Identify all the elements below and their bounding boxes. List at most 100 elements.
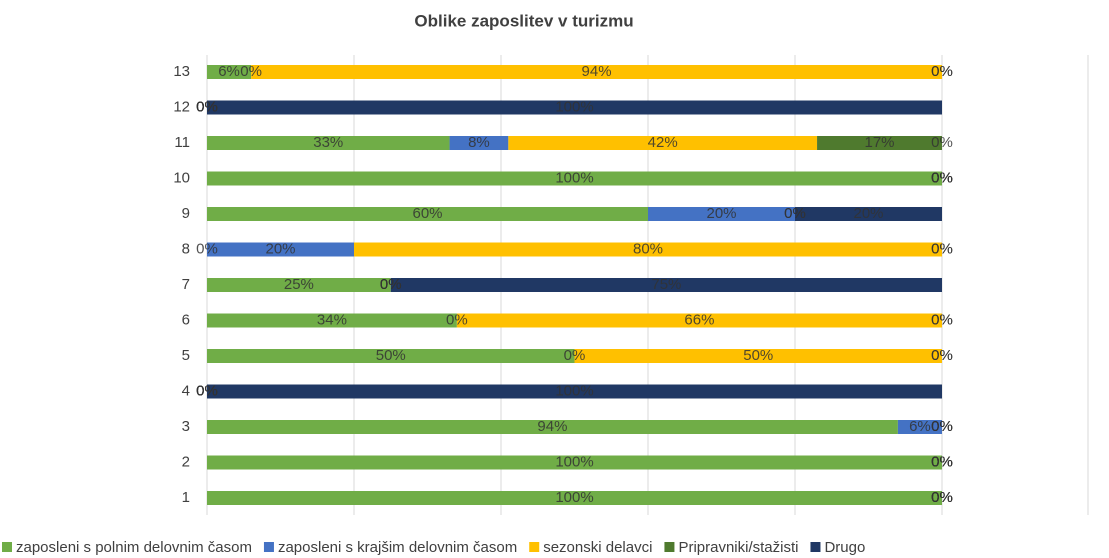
chart-title: Oblike zaposlitev v turizmu bbox=[414, 11, 633, 30]
data-label: 0% bbox=[931, 63, 953, 80]
data-label: 6% bbox=[218, 63, 240, 80]
data-label: 100% bbox=[555, 98, 593, 115]
data-label: 0% bbox=[196, 98, 218, 115]
bar-segment bbox=[456, 313, 942, 328]
data-label: 0% bbox=[196, 382, 218, 399]
legend-label: zaposleni s krajšim delovnim časom bbox=[278, 539, 517, 556]
data-label: 33% bbox=[313, 134, 343, 151]
bar-segment bbox=[207, 420, 898, 434]
legend-label: Pripravniki/stažisti bbox=[678, 539, 798, 556]
data-label: 100% bbox=[555, 489, 593, 506]
y-tick-label: 6 bbox=[182, 311, 190, 328]
data-label: 94% bbox=[582, 63, 612, 80]
bar-segment bbox=[508, 136, 818, 150]
data-label: 0% bbox=[196, 98, 218, 115]
bar-segment bbox=[817, 136, 942, 150]
data-label: 0% bbox=[931, 240, 953, 257]
data-label: 0% bbox=[196, 98, 218, 115]
bar-segment bbox=[354, 242, 942, 257]
legend-label: zaposleni s polnim delovnim časom bbox=[16, 539, 252, 556]
y-tick-label: 11 bbox=[174, 134, 190, 151]
data-label: 0% bbox=[931, 240, 953, 257]
bar-segment bbox=[207, 349, 575, 363]
data-label: 0% bbox=[931, 418, 953, 435]
bar-segment bbox=[207, 171, 942, 186]
bar-segment bbox=[207, 207, 648, 221]
data-label: 100% bbox=[555, 169, 593, 186]
legend-swatch bbox=[810, 542, 821, 552]
bar-segment bbox=[207, 136, 450, 150]
bar-segment bbox=[897, 420, 942, 434]
data-label: 0% bbox=[240, 63, 262, 80]
data-label: 0% bbox=[931, 169, 953, 186]
data-label: 0% bbox=[931, 347, 953, 364]
data-label: 0% bbox=[196, 240, 218, 257]
bar-segment bbox=[207, 313, 457, 328]
bar-segment bbox=[574, 349, 942, 363]
data-label: 50% bbox=[376, 347, 406, 364]
data-label: 100% bbox=[555, 453, 593, 470]
y-tick-label: 2 bbox=[182, 453, 190, 470]
data-label: 0% bbox=[380, 276, 402, 293]
data-label: 34% bbox=[317, 311, 347, 328]
data-label: 50% bbox=[743, 347, 773, 364]
data-label: 0% bbox=[784, 205, 806, 222]
data-label: 0% bbox=[931, 489, 953, 506]
data-label: 0% bbox=[446, 311, 468, 328]
data-label: 0% bbox=[196, 98, 218, 115]
data-label: 0% bbox=[931, 489, 953, 506]
y-tick-label: 8 bbox=[182, 240, 190, 257]
y-tick-label: 12 bbox=[173, 98, 190, 115]
data-label: 20% bbox=[265, 240, 295, 257]
data-label: 0% bbox=[931, 347, 953, 364]
data-label: 0% bbox=[931, 63, 953, 80]
bar-segment bbox=[449, 136, 509, 150]
legend-label: sezonski delavci bbox=[543, 539, 652, 556]
data-label: 20% bbox=[706, 205, 736, 222]
y-tick-label: 3 bbox=[182, 418, 190, 435]
y-tick-label: 13 bbox=[173, 63, 190, 80]
data-label: 42% bbox=[648, 134, 678, 151]
bar-segment bbox=[207, 491, 942, 505]
data-label: 6% bbox=[909, 418, 931, 435]
data-label: 0% bbox=[931, 453, 953, 470]
data-label: 0% bbox=[931, 311, 953, 328]
data-label: 0% bbox=[196, 382, 218, 399]
data-label: 0% bbox=[931, 489, 953, 506]
bar-segment bbox=[207, 100, 942, 115]
data-label: 0% bbox=[931, 453, 953, 470]
data-label: 80% bbox=[633, 240, 663, 257]
data-label: 0% bbox=[931, 453, 953, 470]
legend-swatch bbox=[529, 542, 540, 552]
data-label: 0% bbox=[196, 382, 218, 399]
bar-segment bbox=[795, 207, 942, 221]
data-label: 0% bbox=[931, 489, 953, 506]
bar-segment bbox=[207, 384, 942, 399]
bar-segment bbox=[390, 278, 942, 292]
legend-swatch bbox=[664, 542, 675, 552]
bar-segment bbox=[207, 455, 942, 470]
data-label: 94% bbox=[537, 418, 567, 435]
data-label: 25% bbox=[284, 276, 314, 293]
data-label: 0% bbox=[564, 347, 586, 364]
legend-label: Drugo bbox=[824, 539, 865, 556]
legend-swatch bbox=[2, 542, 12, 552]
data-label: 0% bbox=[380, 276, 402, 293]
bar-segment bbox=[207, 65, 252, 79]
y-tick-label: 5 bbox=[182, 347, 190, 364]
y-tick-label: 4 bbox=[182, 382, 190, 399]
data-label: 0% bbox=[931, 169, 953, 186]
data-label: 20% bbox=[853, 205, 883, 222]
data-label: 8% bbox=[468, 134, 490, 151]
bar-segment bbox=[648, 207, 795, 221]
data-label: 17% bbox=[865, 134, 895, 151]
legend-swatch bbox=[263, 542, 274, 552]
bar-segment bbox=[207, 278, 391, 292]
data-label: 0% bbox=[196, 382, 218, 399]
bar-segment bbox=[207, 242, 354, 257]
data-label: 0% bbox=[380, 276, 402, 293]
y-tick-label: 10 bbox=[173, 169, 190, 186]
y-tick-label: 9 bbox=[182, 205, 190, 222]
data-label: 0% bbox=[931, 169, 953, 186]
